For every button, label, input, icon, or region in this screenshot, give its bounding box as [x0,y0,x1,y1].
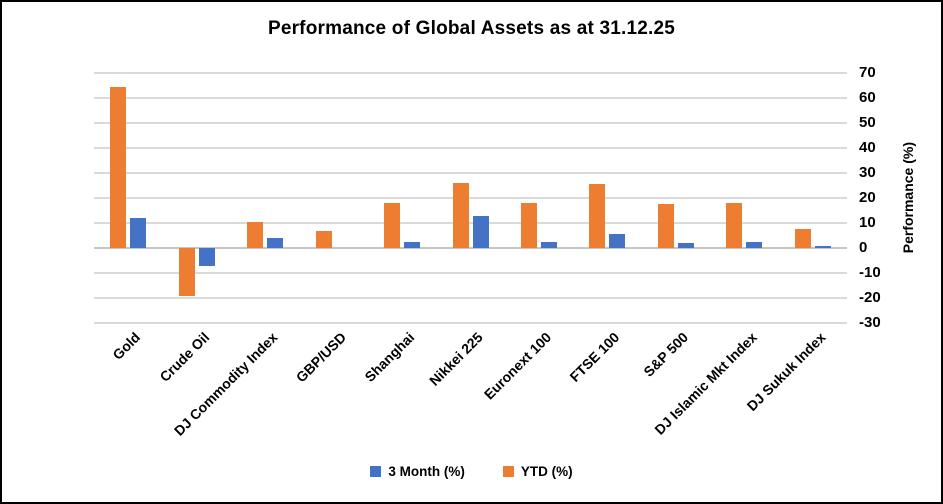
x-category-label-gbp-usd: GBP/USD [292,329,349,386]
chart-title: Performance of Global Assets as at 31.12… [267,18,676,39]
bar-ytd-dj-commodity-index [247,221,264,248]
gridline [94,97,847,99]
bar-3-month-ftse-100 [609,234,626,248]
bar-ytd-euronext-100 [520,203,537,248]
x-category-label-gold: Gold [109,329,144,363]
bar-3-month-nikkei-225 [472,215,489,248]
legend: 3 Month (%) YTD (%) [2,460,941,482]
legend-label: YTD (%) [520,463,573,479]
bar-3-month-gold [130,218,147,248]
bar-3-month-dj-commodity-index [267,238,284,248]
bar-ytd-s-p-500 [657,204,674,248]
y-tick-label-20: 20 [859,189,876,206]
legend-label: 3 Month (%) [388,463,465,479]
bar-ytd-dj-islamic-mkt-index [726,203,743,248]
bar-3-month-shanghai [404,241,421,248]
gridline [94,272,847,274]
gridline [94,147,847,149]
y-tick-label-30: 30 [859,164,876,181]
x-category-label-ftse-100: FTSE 100 [566,329,623,385]
bar-3-month-dj-sukuk-index [814,246,831,248]
gridline [94,222,847,224]
gridline [94,297,847,299]
y-tick-label-50: 50 [859,114,876,131]
plot-area [94,72,847,324]
bar-3-month-euronext-100 [540,241,557,248]
bar-ytd-shanghai [384,203,401,248]
legend-swatch-icon [502,465,514,477]
y-tick-label-60: 60 [859,89,876,106]
bar-ytd-gold [110,86,127,248]
y-tick-label-10: 10 [859,214,876,231]
bar-3-month-dj-islamic-mkt-index [746,241,763,248]
bar-ytd-nikkei-225 [452,183,469,248]
legend-item-ytd: YTD (%) [502,463,573,479]
y-tick-label--20: -20 [859,289,881,306]
y-tick-label--10: -10 [859,264,881,281]
gridline [94,197,847,199]
legend-swatch-icon [370,465,382,477]
gridline [94,122,847,124]
bar-ytd-crude-oil [178,248,195,296]
bar-ytd-dj-sukuk-index [794,229,811,248]
bar-3-month-s-p-500 [677,243,694,248]
x-category-label-euronext-100: Euronext 100 [480,329,555,403]
y-tick-label-40: 40 [859,139,876,156]
bar-3-month-crude-oil [198,248,215,266]
gridline [94,322,847,324]
y-tick-label-0: 0 [859,239,868,256]
y-tick-label--30: -30 [859,314,881,331]
gridline [94,172,847,174]
x-category-label-s-p-500: S&P 500 [640,329,692,380]
bar-ytd-gbp-usd [315,230,332,248]
bar-ytd-ftse-100 [589,184,606,248]
gridline [94,72,847,74]
y-tick-label-70: 70 [859,64,876,81]
legend-item-3-month: 3 Month (%) [370,464,465,479]
x-category-label-crude-oil: Crude Oil [156,329,213,385]
zero-axis-line [94,247,847,249]
x-category-label-shanghai: Shanghai [361,329,418,385]
x-category-label-nikkei-225: Nikkei 225 [426,329,486,389]
